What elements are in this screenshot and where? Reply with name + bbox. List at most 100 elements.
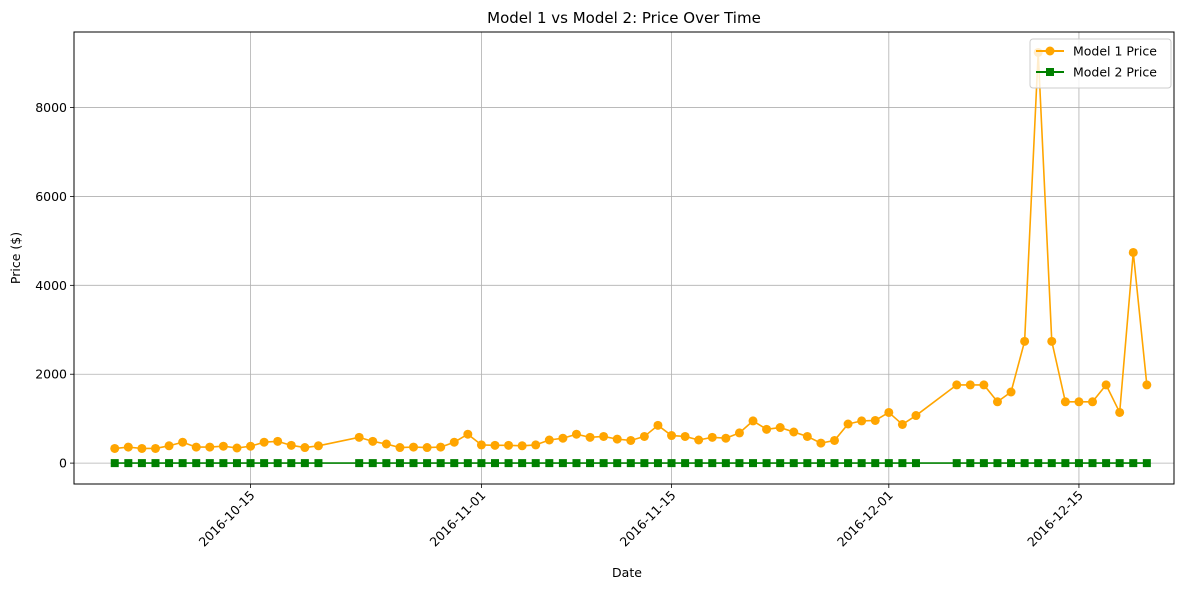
data-point	[1060, 397, 1070, 407]
data-point	[681, 459, 690, 468]
data-point	[232, 459, 241, 468]
data-point	[572, 459, 581, 468]
data-point	[789, 427, 799, 437]
data-point	[1020, 336, 1030, 346]
data-point	[463, 459, 472, 468]
data-point	[287, 459, 296, 468]
data-point	[300, 459, 309, 468]
legend-box	[1029, 38, 1172, 89]
data-point	[911, 459, 920, 468]
data-point	[409, 459, 418, 468]
data-point	[368, 436, 378, 446]
y-tick-label: 2000	[35, 367, 67, 382]
data-point	[286, 440, 296, 450]
data-point	[1034, 459, 1043, 468]
data-point	[626, 435, 636, 445]
data-point	[504, 459, 513, 468]
data-point	[776, 459, 785, 468]
y-axis-ticks: 0 2000 4000 6000 8000	[35, 100, 74, 471]
data-point	[137, 459, 146, 468]
data-point	[952, 459, 961, 468]
data-point	[545, 459, 554, 468]
data-point	[816, 459, 825, 468]
data-point	[1006, 387, 1016, 397]
series-2	[110, 459, 1151, 468]
data-point	[504, 440, 514, 450]
data-point	[110, 459, 119, 468]
plot-area-frame	[73, 31, 1175, 485]
data-point	[694, 459, 703, 468]
data-point	[857, 459, 866, 468]
y-tick-label: 6000	[35, 189, 67, 204]
data-point	[830, 459, 839, 468]
data-point	[843, 419, 853, 429]
data-point	[137, 443, 147, 453]
data-point	[1102, 459, 1111, 468]
data-point	[260, 459, 269, 468]
data-point	[802, 431, 812, 441]
data-point	[870, 415, 880, 425]
data-point	[1142, 380, 1152, 390]
data-point	[599, 459, 608, 468]
data-point	[708, 459, 717, 468]
data-point	[1047, 459, 1056, 468]
data-point	[680, 431, 690, 441]
data-point	[816, 438, 826, 448]
data-point	[436, 442, 446, 452]
data-point	[192, 459, 201, 468]
data-point	[246, 441, 256, 451]
data-point	[218, 441, 228, 451]
data-point	[789, 459, 798, 468]
data-point	[544, 435, 554, 445]
data-point	[191, 442, 201, 452]
data-point	[1074, 397, 1084, 407]
data-point	[259, 437, 269, 447]
data-point	[558, 459, 567, 468]
data-point	[707, 432, 717, 442]
data-point	[966, 459, 975, 468]
data-point	[164, 441, 174, 451]
data-point	[911, 411, 921, 421]
data-point	[178, 437, 188, 447]
data-point	[124, 459, 133, 468]
data-point	[110, 443, 120, 453]
data-point	[178, 459, 187, 468]
data-point	[232, 443, 242, 453]
data-point	[721, 459, 730, 468]
legend-marker-model-1	[1045, 46, 1055, 56]
y-tick-label: 8000	[35, 100, 67, 115]
data-point	[436, 459, 445, 468]
data-point	[165, 459, 174, 468]
data-point	[639, 431, 649, 441]
data-point	[803, 459, 812, 468]
data-point	[613, 459, 622, 468]
data-point	[423, 459, 432, 468]
data-point	[150, 443, 160, 453]
data-point	[1088, 397, 1098, 407]
data-point	[1129, 459, 1138, 468]
data-point	[1007, 459, 1016, 468]
data-point	[273, 436, 283, 446]
data-point	[612, 434, 622, 444]
data-point	[749, 459, 758, 468]
data-point	[775, 423, 785, 433]
data-point	[993, 459, 1002, 468]
data-point	[1061, 459, 1070, 468]
data-point	[1074, 459, 1083, 468]
data-point	[734, 428, 744, 438]
data-point	[667, 431, 677, 441]
data-point	[762, 424, 772, 434]
data-point	[571, 429, 581, 439]
data-point	[585, 432, 595, 442]
data-point	[898, 459, 907, 468]
data-point	[314, 459, 323, 468]
data-point	[844, 459, 853, 468]
data-point	[884, 407, 894, 417]
y-axis-label: Price ($)	[8, 232, 23, 284]
data-point	[653, 459, 662, 468]
data-point	[558, 433, 568, 443]
data-point	[205, 442, 215, 452]
data-point	[219, 459, 228, 468]
